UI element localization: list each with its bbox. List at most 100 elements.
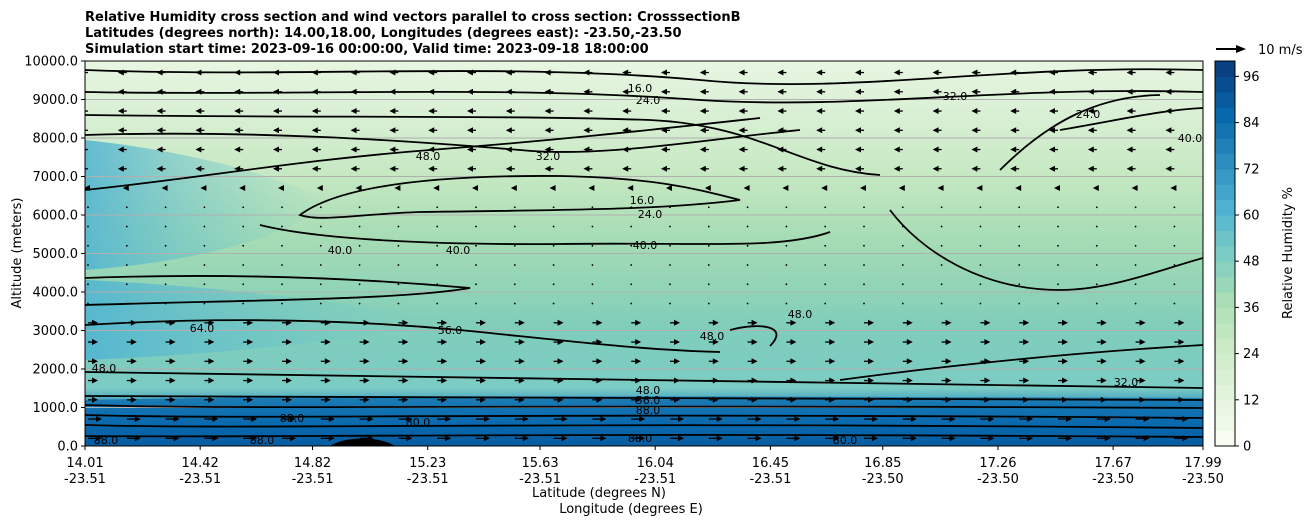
wind-vector (398, 319, 409, 326)
wind-vector (125, 244, 128, 247)
wind-vector (670, 396, 680, 403)
x-tick-label-lon: -23.50 (862, 472, 904, 487)
wind-vector (319, 244, 322, 247)
wind-vector (1135, 435, 1150, 442)
wind-vector (389, 69, 399, 76)
colorbar-band (1215, 230, 1235, 247)
wind-vector (1126, 108, 1136, 115)
wind-vector (1019, 435, 1034, 442)
colorbar-band (1215, 245, 1235, 262)
wind-vector (941, 396, 952, 403)
wind-vector (204, 435, 219, 442)
wind-vector (475, 206, 477, 209)
wind-vector (901, 302, 904, 305)
wind-vector (630, 244, 633, 247)
grid-lines (85, 61, 1203, 446)
wind-vector (513, 244, 516, 247)
wind-vector (544, 88, 554, 95)
wind-vector (864, 319, 874, 326)
wind-vector (126, 377, 137, 384)
wind-vector (242, 244, 245, 247)
wind-vector (350, 146, 360, 153)
wind-vector (1126, 88, 1136, 95)
wind-vector (475, 225, 477, 228)
wind-vector (1096, 319, 1107, 326)
wind-vector (592, 339, 603, 346)
wind-vector (350, 69, 360, 76)
wind-vector (397, 206, 400, 209)
wind-key: 10 m/s (1216, 43, 1303, 58)
wind-vector (786, 435, 801, 442)
wind-vector (397, 264, 400, 266)
wind-vector (1096, 339, 1107, 346)
chart-title-line-2: Latitudes (degrees north): 14.00,18.00, … (85, 26, 682, 41)
wind-vector (699, 108, 709, 115)
wind-vector (971, 127, 981, 134)
wind-vector (708, 358, 719, 365)
wind-vector (476, 416, 490, 423)
wind-vector (117, 69, 127, 76)
wind-vector (824, 225, 827, 228)
wind-vector (1174, 358, 1185, 365)
wind-vector (514, 339, 525, 346)
contour-label: 32.0 (536, 150, 561, 163)
wind-vector (980, 435, 995, 442)
contour-line (999, 94, 1161, 171)
contour-line (729, 325, 778, 347)
wind-vector (1170, 185, 1177, 192)
wind-vector (156, 69, 166, 76)
wind-vector (87, 206, 89, 209)
colorbar-band (1215, 307, 1235, 324)
wind-vector (1057, 244, 1059, 247)
wind-vector (156, 165, 166, 172)
wind-vector (622, 146, 632, 153)
wind-vector (195, 88, 205, 95)
wind-vector (863, 225, 865, 228)
wind-vector (785, 206, 788, 209)
wind-vector (398, 358, 409, 365)
colorbar-label: Relative Humidity % (1281, 187, 1296, 319)
wind-vector (786, 396, 797, 403)
wind-vector (428, 146, 438, 153)
wind-vector (661, 69, 670, 76)
wind-vector (824, 206, 827, 209)
wind-vector (1058, 435, 1072, 442)
wind-vector (467, 69, 476, 76)
wind-vector (437, 319, 448, 326)
wind-vector (242, 206, 245, 209)
wind-vector (666, 185, 672, 192)
wind-vector (510, 185, 517, 192)
wind-vector (242, 264, 245, 266)
wind-vector (901, 283, 904, 286)
wind-vector (243, 416, 258, 423)
wind-vector (358, 225, 361, 228)
wind-vector (513, 302, 516, 305)
wind-vector (195, 69, 205, 76)
wind-vector (1135, 319, 1146, 326)
wind-vector (746, 264, 749, 266)
wind-vector (359, 377, 370, 384)
wind-vector (243, 319, 254, 326)
wind-vector (932, 127, 942, 134)
wind-vector (707, 283, 710, 286)
wind-vector (544, 108, 554, 115)
x-tick-label-lon: -23.51 (634, 472, 676, 487)
wind-vector (825, 358, 836, 365)
wind-vector (707, 225, 710, 228)
wind-vector (583, 88, 593, 95)
wind-vector (747, 377, 758, 384)
x-tick-label-lat: 17.99 (1184, 456, 1221, 471)
wind-vector (1135, 416, 1150, 423)
wind-vector (514, 358, 525, 365)
wind-vector (669, 283, 671, 286)
wind-vector (1010, 165, 1020, 172)
wind-vector (273, 165, 282, 172)
wind-vector (553, 358, 564, 365)
y-tick-label: 9000.0 (33, 93, 79, 108)
wind-vector (631, 377, 642, 384)
wind-vector (320, 377, 331, 384)
wind-vector (282, 416, 296, 423)
wind-vector (243, 377, 254, 384)
wind-vector (941, 416, 956, 423)
wind-vector (505, 69, 515, 76)
